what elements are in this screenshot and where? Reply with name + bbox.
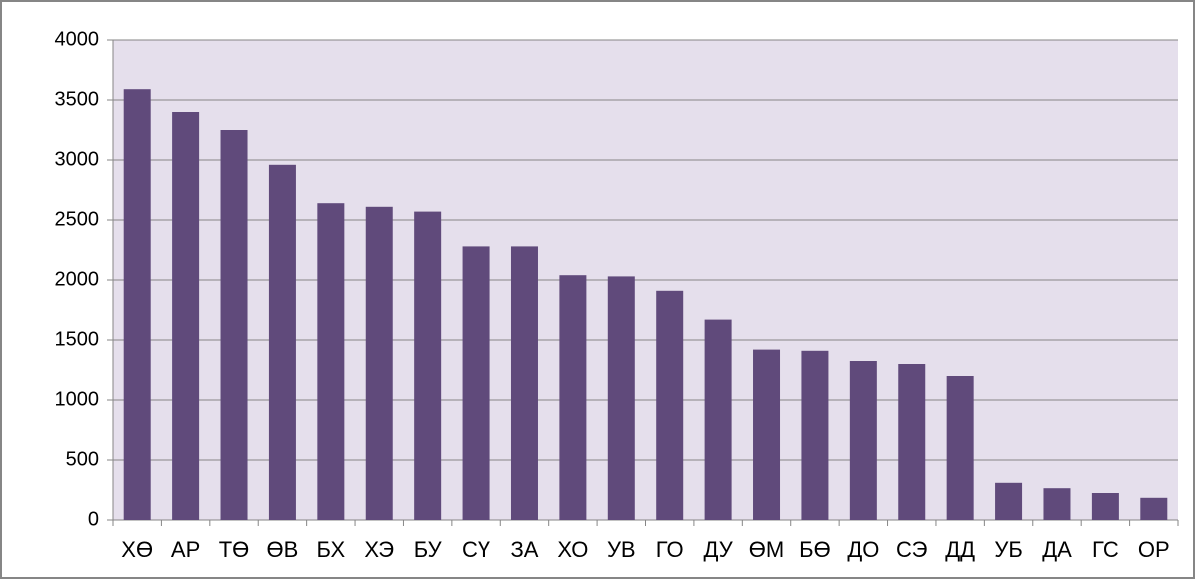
x-tick-label: ХЭ [364,537,394,562]
x-tick-label: ГС [1092,537,1119,562]
bar [607,276,635,520]
x-tick-label: ӨМ [749,537,784,562]
x-tick-label: СҮ [462,537,491,562]
x-tick-label: БХ [317,537,346,562]
x-tick-label: ӨВ [267,537,299,562]
x-tick-label: ГО [656,537,684,562]
bar [995,482,1023,520]
x-tick-label: СЭ [896,537,928,562]
bar [462,246,490,520]
y-tick-label: 0 [88,508,99,530]
bar [656,290,684,520]
bar [849,361,877,520]
x-tick-label: УБ [994,537,1022,562]
x-tick-label: АР [171,537,200,562]
x-tick-label: ХӨ [121,537,153,562]
y-tick-label: 2500 [55,208,100,230]
x-tick-label: ДД [945,537,975,562]
y-tick-label: 1000 [55,388,100,410]
bar [172,112,200,520]
x-tick-label: ДО [847,537,879,562]
bar [753,349,781,520]
bar [704,319,732,520]
x-tick-label: БУ [414,537,443,562]
bar [220,130,248,520]
bar [268,164,296,521]
bar [1043,488,1071,520]
x-tick-label: БӨ [799,537,831,562]
bar [365,206,393,521]
bar [801,350,829,520]
y-tick-label: 3000 [55,148,100,170]
y-tick-label: 500 [66,448,99,470]
bar [898,364,926,520]
x-tick-label: ДА [1042,537,1072,562]
x-tick-label: ХО [557,537,588,562]
bar [414,211,442,520]
bar [510,246,538,520]
y-tick-label: 3500 [55,88,100,110]
bar [317,203,345,520]
y-tick-label: 4000 [55,28,100,50]
x-tick-label: ДУ [704,537,734,562]
x-tick-label: ЗА [510,537,538,562]
x-tick-label: УВ [607,537,636,562]
x-tick-label: ОР [1138,537,1170,562]
y-tick-label: 2000 [55,268,100,290]
bar [946,376,974,520]
y-tick-label: 1500 [55,328,100,350]
bar [559,275,587,520]
bar [1091,493,1119,520]
bar [1140,497,1168,520]
bar [123,89,151,520]
x-tick-label: ТӨ [219,537,250,562]
